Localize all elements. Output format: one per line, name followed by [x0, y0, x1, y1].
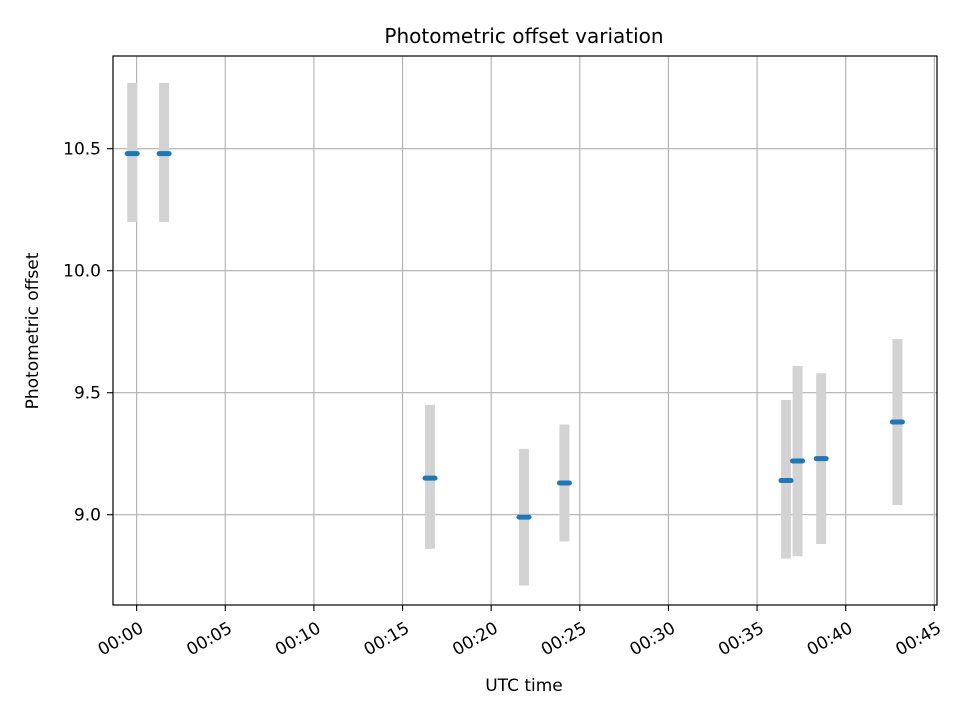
markers — [124, 151, 905, 520]
x-tick-label: 00:30 — [627, 618, 679, 660]
y-tick-label: 10.0 — [63, 262, 101, 282]
x-tick-label: 00:35 — [715, 618, 767, 660]
x-tick-label: 00:00 — [95, 618, 147, 660]
grid — [113, 56, 937, 605]
plot-frame — [112, 55, 938, 606]
x-tick-label: 00:05 — [183, 618, 235, 660]
x-tick-label: 00:15 — [361, 618, 413, 660]
y-tick-label: 10.5 — [63, 140, 101, 160]
x-tick-label: 00:25 — [538, 618, 590, 660]
x-axis-label: UTC time — [485, 676, 563, 696]
x-tick-label: 00:20 — [449, 618, 501, 660]
y-axis-ticks: 9.0 9.5 10.0 10.5 — [63, 140, 113, 526]
x-tick-label: 00:10 — [272, 618, 324, 660]
chart-title: Photometric offset variation — [384, 24, 663, 48]
x-axis-ticks: 00:00 00:05 00:10 00:15 00:20 00:25 00:30 00:35… — [95, 605, 945, 660]
x-tick-label: 00:45 — [892, 618, 944, 660]
errorbars — [127, 82, 903, 586]
y-tick-label: 9.0 — [74, 506, 101, 526]
y-axis-label: Photometric offset — [23, 252, 43, 409]
x-tick-label: 00:40 — [804, 618, 856, 660]
y-tick-label: 9.5 — [74, 384, 101, 404]
